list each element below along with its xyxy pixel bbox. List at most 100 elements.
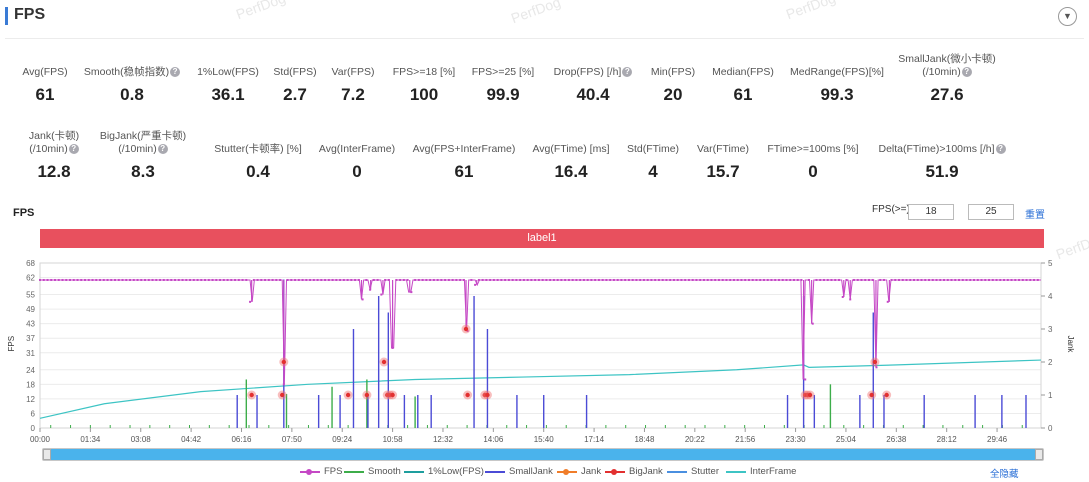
x-tick-label: 07:50 (282, 435, 303, 444)
fps-point (924, 278, 927, 281)
fps-point (447, 278, 450, 281)
metric-label: Median(FPS) (712, 66, 774, 78)
section-accent-bar (5, 7, 8, 25)
bigjank-point (390, 392, 395, 398)
fps-point (582, 278, 585, 281)
fps-point (871, 278, 874, 281)
fps-point (350, 278, 353, 281)
metric-metrics_row2-2: Stutter(卡顿率) [%] 0.4 (168, 143, 348, 182)
metric-metrics_row2-8: FTime>=100ms [%] 0 (723, 143, 903, 182)
fps-point (507, 278, 510, 281)
y-tick-label: 62 (26, 274, 35, 283)
fps-point (691, 278, 694, 281)
reset-button[interactable]: 重置 (1025, 210, 1045, 221)
fps-point (462, 278, 465, 281)
fps-point (211, 278, 214, 281)
metric-label: 1%Low(FPS) (197, 66, 259, 78)
fps-point (882, 278, 885, 281)
fps-point (271, 278, 274, 281)
fps-point (943, 278, 946, 281)
metric-metrics_row2-7: Var(FTime) 15.7 (633, 143, 813, 182)
fps-point (721, 278, 724, 281)
legend-item-low[interactable]: 1%Low(FPS) (404, 466, 484, 477)
fps-point (76, 278, 79, 281)
y-right-tick-label: 2 (1048, 358, 1053, 367)
legend-item-smooth[interactable]: Smooth (344, 466, 401, 477)
metric-label: MedRange(FPS)[%] (790, 66, 884, 78)
fps-point (174, 278, 177, 281)
fps-point (789, 278, 792, 281)
legend-item-bigjank[interactable]: BigJank (605, 466, 663, 477)
metric-value: 12.8 (37, 162, 71, 181)
collapse-toggle-icon[interactable]: ▼ (1058, 7, 1077, 26)
fps-point (800, 278, 803, 281)
help-icon[interactable]: ? (157, 144, 168, 155)
fps-point (567, 278, 570, 281)
metric-value: 7.2 (341, 85, 365, 104)
legend-item-stutter[interactable]: Stutter (667, 466, 719, 477)
metric-value: 0 (808, 162, 818, 181)
legend-dot (611, 469, 617, 475)
fps-point (860, 278, 863, 281)
fps-point (125, 278, 128, 281)
label-band[interactable]: label1 (40, 229, 1044, 248)
fps-point (717, 278, 720, 281)
fps-point (226, 278, 229, 281)
fps-point (1021, 278, 1024, 281)
fps-point (267, 278, 270, 281)
help-icon[interactable]: ? (170, 67, 181, 78)
fps-point (744, 278, 747, 281)
fps-point (984, 278, 987, 281)
metric-label: Delta(FTime)>100ms [/h]? (852, 143, 1032, 156)
fps-point (702, 278, 705, 281)
divider (5, 38, 1084, 39)
bigjank-point (869, 392, 874, 398)
bigjank-point (281, 359, 287, 365)
metric-label: Avg(FPS) (22, 66, 68, 78)
scrollbar-left-handle[interactable] (43, 449, 51, 460)
fps-point (140, 278, 143, 281)
help-icon[interactable]: ? (961, 67, 972, 78)
fps-point (590, 278, 593, 281)
legend-item-fps[interactable]: FPS (300, 466, 342, 477)
fps-point (627, 278, 630, 281)
metric-metrics_row2-9: Delta(FTime)>100ms [/h]? 51.9 (852, 143, 1032, 182)
help-icon[interactable]: ? (68, 144, 79, 155)
legend-item-smalljank[interactable]: SmallJank (485, 466, 553, 477)
fps-point (534, 278, 537, 281)
fps-point (687, 278, 690, 281)
metric-label: Avg(FTime) [ms] (532, 143, 610, 155)
fps-point (316, 278, 319, 281)
fps-point (102, 278, 105, 281)
fps-threshold-input-2[interactable]: 25 (968, 204, 1014, 220)
fps-point (57, 278, 60, 281)
legend-label: Jank (581, 466, 602, 477)
fps-point (331, 278, 334, 281)
legend-label: FPS (324, 466, 343, 477)
x-tick-label: 12:32 (433, 435, 454, 444)
y-tick-label: 12 (26, 395, 35, 404)
fps-point (466, 329, 469, 332)
fps-point (39, 278, 41, 281)
fps-point (1029, 278, 1032, 281)
legend-item-jank[interactable]: Jank (557, 466, 601, 477)
metric-value: 99.9 (486, 85, 520, 104)
scrollbar-right-handle[interactable] (1035, 449, 1043, 460)
fps-point (912, 278, 915, 281)
metric-metrics_row1-8: Min(FPS) 20 (583, 66, 763, 105)
help-icon[interactable]: ? (995, 144, 1006, 155)
fps-point (601, 278, 604, 281)
fps-point (736, 278, 739, 281)
y-right-tick-label: 1 (1048, 391, 1053, 400)
fps-point (342, 278, 345, 281)
fps-threshold-input-1[interactable]: 18 (908, 204, 954, 220)
fps-point (481, 278, 484, 281)
legend-item-interframe[interactable]: InterFrame (726, 466, 796, 477)
help-icon[interactable]: ? (622, 67, 633, 78)
hide-all-button[interactable]: 全隐藏 (990, 469, 1019, 480)
fps-point (312, 278, 315, 281)
fps-point (1003, 278, 1006, 281)
time-range-scrollbar[interactable] (42, 448, 1044, 461)
metric-label: Std(FPS) (273, 66, 317, 78)
